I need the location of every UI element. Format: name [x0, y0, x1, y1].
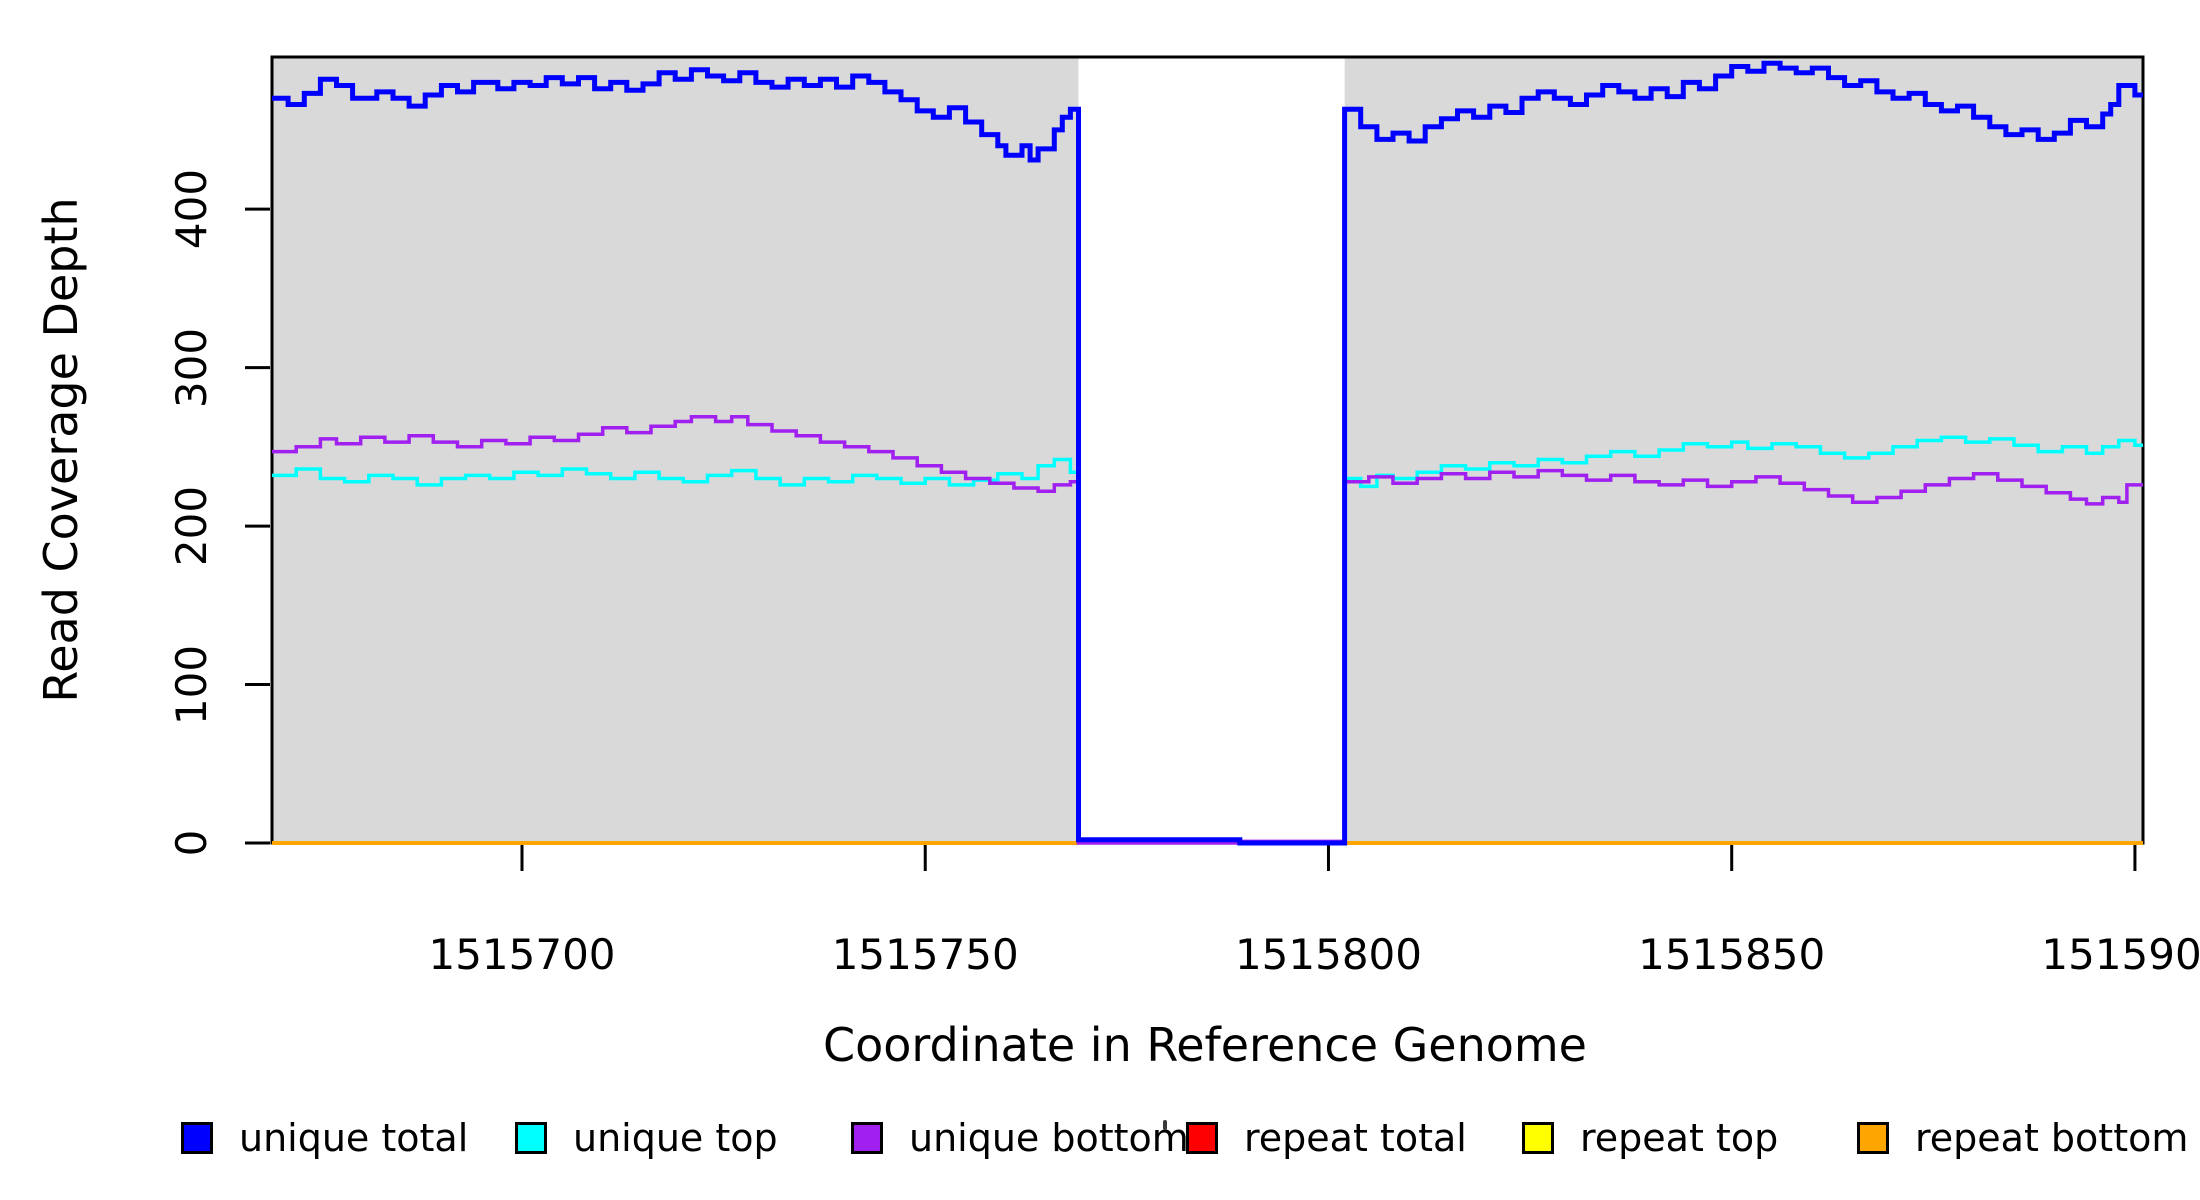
x-tick-label: 1515800: [1234, 930, 1422, 979]
y-tick-label: 200: [167, 485, 216, 567]
y-tick-label: 0: [167, 829, 216, 857]
y-tick-label: 400: [167, 169, 216, 250]
unique-total-line: [272, 60, 2143, 846]
coverage-gap-band: [1078, 60, 1345, 845]
x-axis-title: Coordinate in Reference Genome: [823, 1018, 1587, 1072]
y-tick-label: 100: [167, 644, 216, 725]
y-tick-label: 300: [167, 327, 216, 408]
x-tick-label: 1515750: [831, 930, 1019, 979]
y-axis-title: Read Coverage Depth: [34, 197, 88, 703]
unique-bottom-line: [272, 414, 2143, 845]
panel-background: [272, 57, 1079, 843]
x-tick-label: 1515700: [428, 930, 616, 979]
stray-mark: [1163, 1120, 1167, 1130]
x-tick-label: 1515850: [1638, 930, 1826, 979]
panel-background: [1344, 57, 2143, 843]
